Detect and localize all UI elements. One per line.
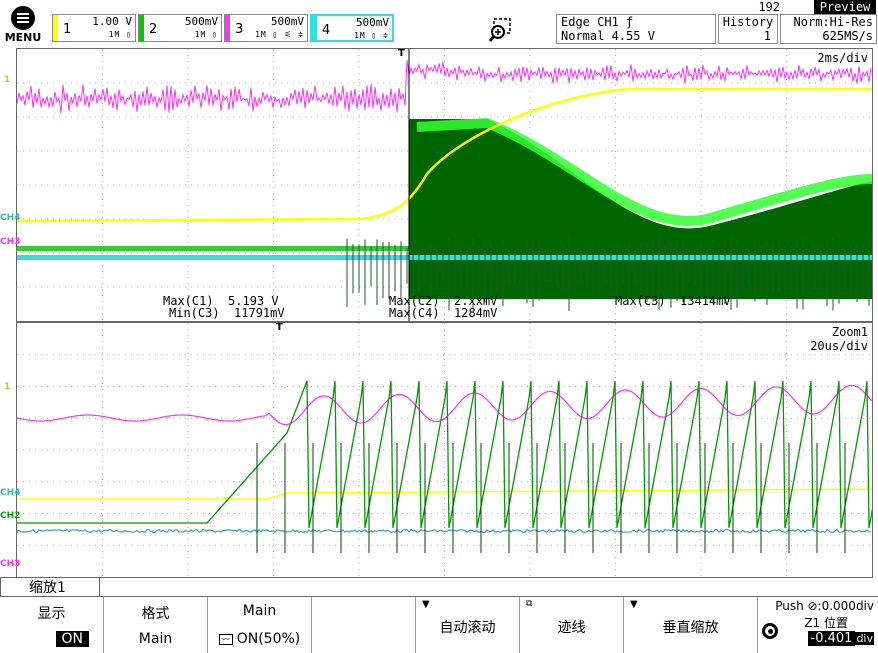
channel-2-scale: 500mV [184, 15, 218, 28]
record-count: 192 [758, 0, 780, 14]
channel-4-color-swatch [312, 16, 317, 40]
submenu-arrow-icon: ▼ [422, 599, 430, 610]
menu-icon [11, 6, 35, 30]
trigger-mode: Edge CH1 ƒ [561, 15, 634, 29]
channel-3-color-swatch [225, 15, 230, 41]
trigger-level: Normal 4.55 V [561, 29, 655, 43]
vertical-zoom-label: 垂直缩放 [662, 620, 719, 636]
blank-softkey[interactable] [312, 597, 416, 653]
position-unit: div [855, 632, 874, 645]
trace-label: 迹线 [557, 620, 586, 636]
ch2-baseline [17, 246, 409, 251]
menu-label: MENU [4, 31, 42, 44]
channel-1-scale: 1.00 V [92, 15, 132, 28]
softkey-bar: 显示 ON 格式 Main Main 〰 ON(50%) ▼ 自动滚动 ⧉ 迹线 … [0, 596, 878, 653]
measurement-max-c4: Max(C4) 1284mV [389, 306, 498, 320]
acquisition-mode: Norm:Hi-Res [793, 15, 873, 29]
acquisition-panel[interactable]: Norm:Hi-Res 625MS/s [780, 14, 877, 44]
trace-softkey[interactable]: ⧉ 迹线 [520, 597, 624, 653]
auto-scroll-softkey[interactable]: ▼ 自动滚动 [416, 597, 520, 653]
main-window-title: Main [242, 603, 277, 619]
format-title: 格式 [141, 606, 170, 622]
display-title: 显示 [37, 606, 66, 622]
measurement-max-c2: Max(C2) 2.xxmV [389, 294, 498, 308]
ch4-ground-marker-zoom[interactable]: CH4 [0, 488, 21, 498]
zoom-icon[interactable] [488, 18, 514, 44]
channel-4-coupling-icon: 1M ▯ ≑ [354, 31, 389, 40]
popup-icon: ⧉ [526, 599, 533, 609]
main-window-softkey[interactable]: Main 〰 ON(50%) [208, 597, 312, 653]
position-label: Z1 位置 [804, 616, 848, 630]
zoom-trigger-marker: T [276, 322, 283, 333]
format-softkey[interactable]: 格式 Main [104, 597, 208, 653]
channel-1-coupling-icon: 1M ▯ [108, 30, 132, 39]
format-value: Main [138, 631, 173, 647]
channel-2-box[interactable]: 2 500mV 1M ▯ [138, 14, 222, 42]
ch1-waveform [17, 87, 872, 223]
ch2-zoom-waveform [17, 380, 872, 529]
ch1-zoom-waveform [17, 488, 872, 500]
ch3-zoom-waveform [17, 384, 872, 426]
main-timebase: 2ms/div [817, 51, 868, 65]
channel-1-number: 1 [63, 22, 72, 37]
position-push-hint: Push ⊘:0.000div [775, 599, 874, 613]
channel-2-number: 2 [149, 22, 158, 37]
history-panel[interactable]: History 1 [718, 14, 778, 44]
display-value: ON [55, 631, 89, 647]
zoom-window-name: Zoom1 [831, 325, 868, 339]
channel-1-color-swatch [53, 15, 58, 41]
channel-3-coupling-icon: 1M ▯ ⚟ ≑ [255, 30, 304, 39]
ch2-envelope [409, 119, 872, 299]
channel-4-number: 4 [322, 23, 331, 38]
history-value: 1 [763, 29, 771, 43]
channel-4-scale: 500mV [355, 16, 389, 29]
channel-4-box[interactable]: 4 500mV 1M ▯ ≑ [310, 14, 394, 42]
zoom-waveform-canvas [17, 323, 872, 577]
ch2-ground-marker-zoom[interactable]: CH2 [0, 511, 21, 521]
position-softkey[interactable]: Push ⊘:0.000div Z1 位置 -0.401 div [758, 597, 878, 653]
sample-rate: 625MS/s [822, 29, 873, 43]
history-label: History [722, 15, 774, 29]
channel-2-color-swatch [139, 15, 144, 41]
main-waveform-window[interactable]: 2ms/div Max(C1) 5.193 V Min(C3) 11791mV … [16, 48, 873, 322]
ch4-ground-marker-main[interactable]: CH4 [0, 213, 21, 223]
ch4-zoom-waveform [17, 528, 872, 534]
submenu-arrow-icon: ▼ [630, 599, 638, 610]
preview-badge: Preview [814, 0, 876, 14]
trigger-position-marker[interactable]: T [398, 48, 405, 59]
position-value: -0.401 [807, 631, 856, 646]
menu-button[interactable]: MENU [0, 0, 46, 48]
channel-3-box[interactable]: 3 500mV 1M ▯ ⚟ ≑ [224, 14, 308, 42]
main-waveform-canvas [17, 49, 872, 321]
ch4-spikes [346, 237, 870, 311]
ch2-waveform [416, 117, 872, 226]
channel-3-scale: 500mV [270, 15, 304, 28]
auto-scroll-label: 自动滚动 [439, 620, 496, 636]
display-softkey[interactable]: 显示 ON [0, 597, 104, 653]
ch3-ground-marker-main[interactable]: CH3 [0, 237, 21, 247]
measurement-min-c3: Min(C3) 11791mV [169, 306, 285, 320]
ch1-ground-marker-zoom[interactable]: 1 [4, 382, 11, 392]
channel-3-number: 3 [235, 22, 244, 37]
window-icon: 〰 [218, 633, 233, 645]
measurement-max-c1: Max(C1) 5.193 V [163, 294, 279, 308]
zoom-menu-tab[interactable]: 缩放1 [0, 577, 100, 597]
zoom-waveform-window[interactable]: Zoom1 20us/div [16, 322, 873, 578]
channel-1-box[interactable]: 1 1.00 V 1M ▯ [52, 14, 136, 42]
rotary-knob-icon [762, 623, 778, 639]
main-window-value: ON(50%) [236, 631, 301, 647]
ch1-ground-marker-main[interactable]: 1 [4, 75, 11, 85]
zoom-timebase: 20us/div [810, 339, 868, 353]
vertical-zoom-softkey[interactable]: ▼ 垂直缩放 [624, 597, 758, 653]
ch4-baseline [17, 255, 872, 260]
channel-2-coupling-icon: 1M ▯ [194, 30, 218, 39]
ch3-ground-marker-zoom[interactable]: CH3 [0, 559, 21, 569]
measurement-max-c3: Max(C3) 13414mV [615, 294, 731, 308]
trigger-panel[interactable]: Edge CH1 ƒ Normal 4.55 V [556, 14, 716, 44]
ch2-zoom-spikes [256, 443, 846, 553]
ch3-waveform [17, 59, 872, 114]
